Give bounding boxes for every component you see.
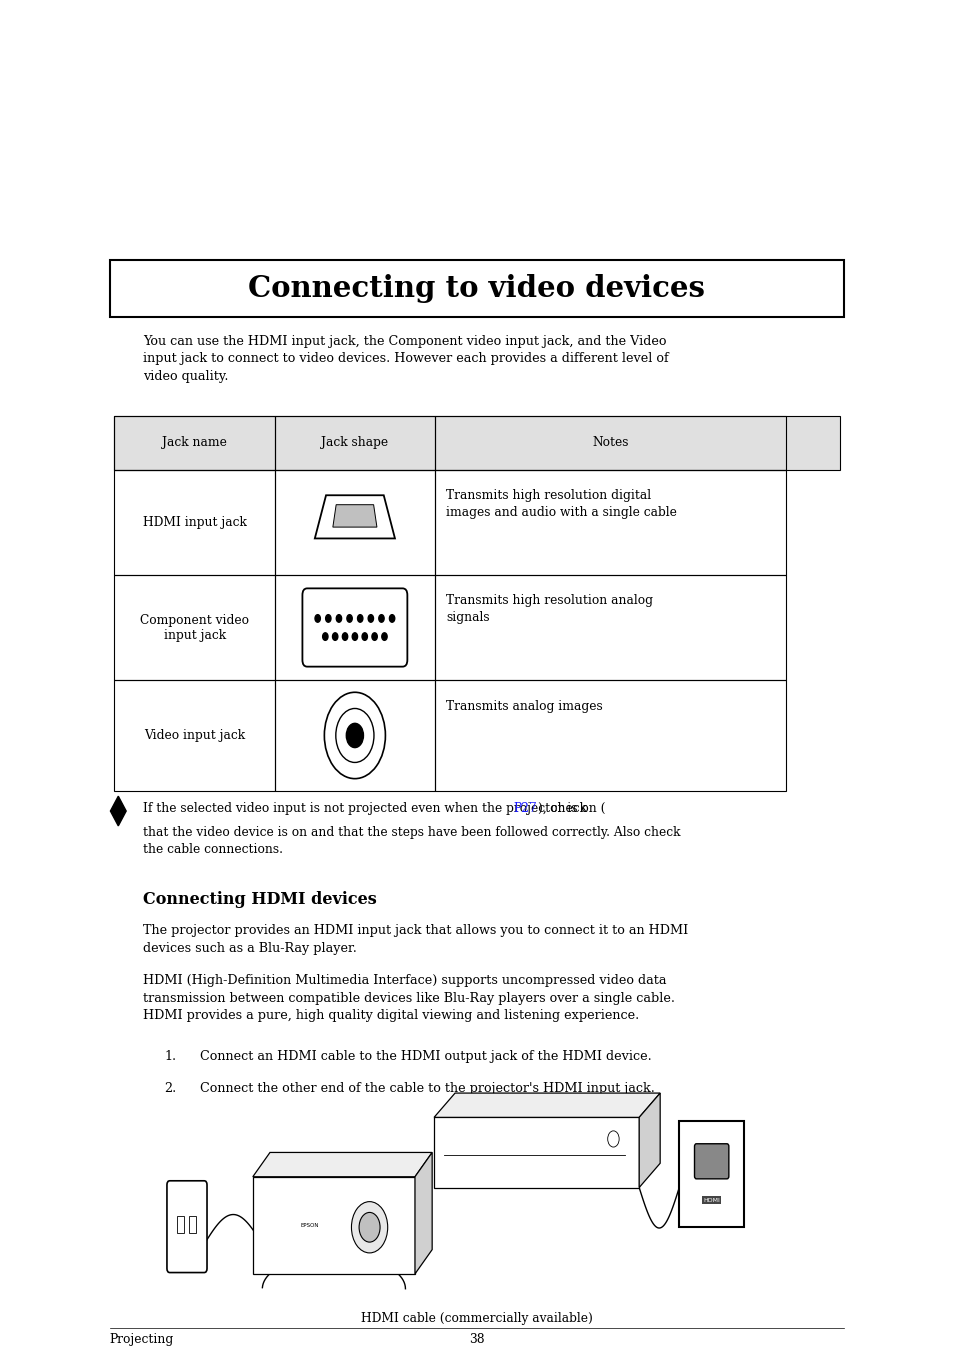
Text: 38: 38 — [469, 1334, 484, 1346]
Circle shape — [378, 614, 384, 622]
Text: Jack shape: Jack shape — [321, 436, 388, 450]
Circle shape — [351, 1202, 387, 1253]
FancyBboxPatch shape — [189, 1216, 195, 1234]
Circle shape — [368, 614, 374, 622]
Circle shape — [372, 633, 376, 640]
Text: Jack name: Jack name — [162, 436, 227, 450]
Text: Connect an HDMI cable to the HDMI output jack of the HDMI device.: Connect an HDMI cable to the HDMI output… — [200, 1050, 652, 1062]
Circle shape — [333, 633, 337, 640]
Circle shape — [346, 724, 363, 748]
Text: HDMI (High-Definition Multimedia Interface) supports uncompressed video data
tra: HDMI (High-Definition Multimedia Interfa… — [143, 975, 675, 1022]
Text: 2.: 2. — [164, 1083, 176, 1095]
Text: The projector provides an HDMI input jack that allows you to connect it to an HD: The projector provides an HDMI input jac… — [143, 925, 688, 954]
FancyBboxPatch shape — [679, 1122, 743, 1227]
Circle shape — [322, 633, 328, 640]
Polygon shape — [111, 796, 126, 826]
Text: HDMI input jack: HDMI input jack — [143, 516, 246, 529]
Text: P27: P27 — [513, 802, 537, 814]
Text: If the selected video input is not projected even when the projector is on (: If the selected video input is not proje… — [143, 802, 605, 814]
Circle shape — [335, 614, 341, 622]
Polygon shape — [639, 1094, 659, 1188]
Polygon shape — [314, 495, 395, 539]
Text: Component video
input jack: Component video input jack — [140, 613, 249, 641]
Polygon shape — [415, 1153, 432, 1274]
Text: HDMI cable (commercially available): HDMI cable (commercially available) — [360, 1312, 593, 1324]
Text: ), check: ), check — [537, 802, 586, 814]
Circle shape — [381, 633, 387, 640]
Polygon shape — [333, 505, 376, 526]
Circle shape — [325, 614, 331, 622]
FancyBboxPatch shape — [694, 1143, 728, 1179]
FancyBboxPatch shape — [302, 589, 407, 667]
Polygon shape — [253, 1177, 415, 1274]
Text: that the video device is on and that the steps have been followed correctly. Als: that the video device is on and that the… — [143, 826, 679, 856]
FancyBboxPatch shape — [114, 416, 839, 470]
Text: Connecting HDMI devices: Connecting HDMI devices — [143, 891, 376, 907]
Circle shape — [347, 614, 352, 622]
Circle shape — [389, 614, 395, 622]
Circle shape — [342, 633, 347, 640]
Circle shape — [314, 614, 320, 622]
FancyBboxPatch shape — [177, 1216, 184, 1234]
Text: 1.: 1. — [164, 1050, 176, 1062]
FancyBboxPatch shape — [110, 261, 843, 317]
FancyBboxPatch shape — [167, 1181, 207, 1273]
Polygon shape — [434, 1094, 659, 1118]
Text: HDMI: HDMI — [702, 1197, 720, 1203]
Polygon shape — [253, 1153, 432, 1177]
Text: Transmits high resolution analog
signals: Transmits high resolution analog signals — [446, 594, 653, 624]
Text: EPSON: EPSON — [300, 1223, 319, 1227]
Circle shape — [362, 633, 367, 640]
Text: Connecting to video devices: Connecting to video devices — [248, 274, 705, 304]
Text: Transmits analog images: Transmits analog images — [446, 701, 602, 713]
Text: Notes: Notes — [592, 436, 628, 450]
Text: You can use the HDMI input jack, the Component video input jack, and the Video
i: You can use the HDMI input jack, the Com… — [143, 335, 668, 382]
Circle shape — [357, 614, 362, 622]
Text: Video input jack: Video input jack — [144, 729, 245, 742]
Text: Transmits high resolution digital
images and audio with a single cable: Transmits high resolution digital images… — [446, 489, 677, 518]
Text: Projecting: Projecting — [110, 1334, 173, 1346]
Circle shape — [352, 633, 357, 640]
Text: Connect the other end of the cable to the projector's HDMI input jack.: Connect the other end of the cable to th… — [200, 1083, 655, 1095]
Circle shape — [358, 1212, 379, 1242]
Polygon shape — [434, 1118, 639, 1188]
